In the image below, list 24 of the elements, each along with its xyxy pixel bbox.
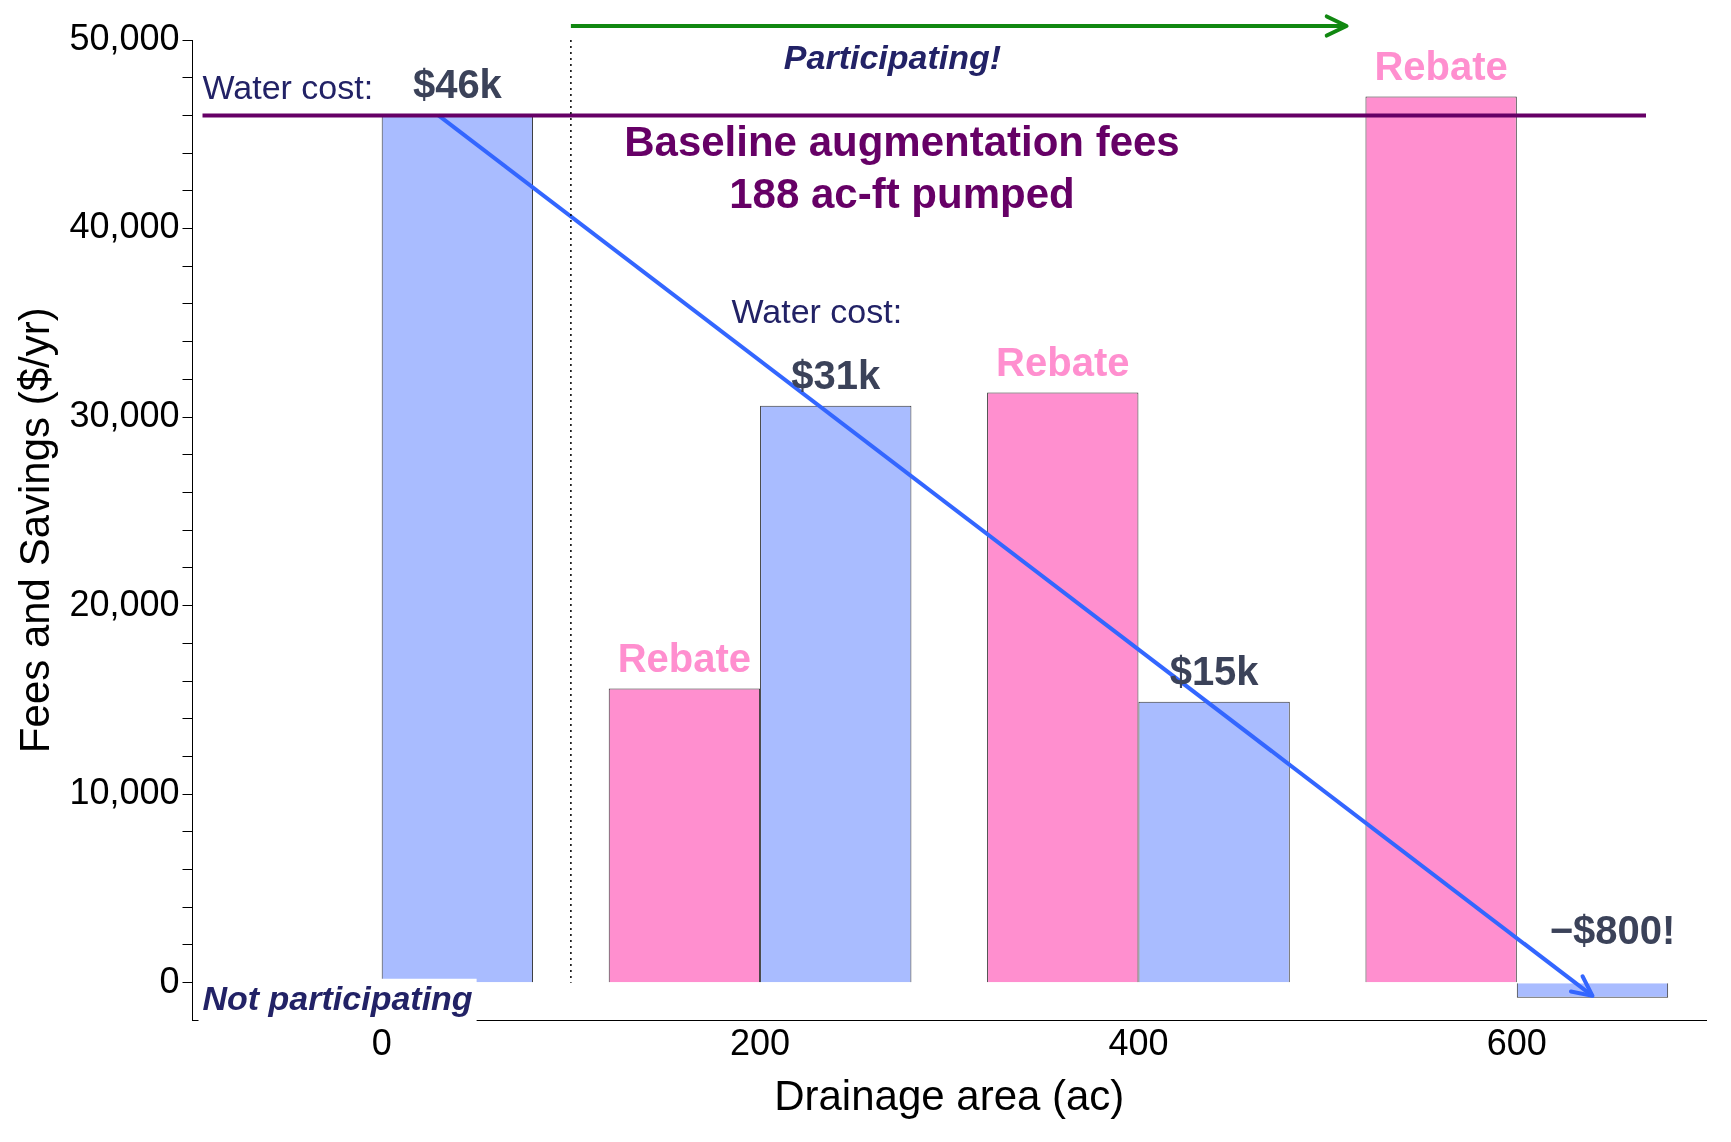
annotation: Not participating (202, 979, 473, 1018)
y-tick-label: 0 (159, 959, 180, 1001)
y-axis-title: Fees and Savings ($/yr) (10, 307, 58, 754)
x-tick-label: 600 (1486, 1021, 1547, 1063)
data-label: $46k (412, 62, 503, 107)
x-tick-label: 200 (730, 1021, 791, 1063)
data-label: Rebate (996, 339, 1130, 384)
y-tick-label: 20,000 (69, 582, 180, 624)
annotation: Water cost: (202, 68, 374, 107)
data-label: Rebate (1374, 43, 1508, 88)
ref-line-label: Baseline augmentation fees 188 ac-ft pumped (624, 117, 1180, 217)
x-axis-title: Drainage area (ac) (774, 1072, 1125, 1120)
y-tick-label: 10,000 (69, 771, 180, 813)
data-label: Rebate (617, 635, 752, 680)
data-label: −$800! (1549, 908, 1676, 953)
data-label: $31k (791, 352, 881, 397)
x-tick-label: 0 (371, 1021, 392, 1063)
y-tick-label: 40,000 (69, 205, 180, 247)
data-label: $15k (1169, 648, 1260, 693)
y-tick-label: 50,000 (69, 16, 180, 58)
x-tick-label: 400 (1108, 1021, 1169, 1063)
annotation: Water cost: (731, 291, 903, 330)
y-tick-label: 30,000 (69, 394, 180, 435)
annotation: Participating! (783, 38, 1002, 77)
